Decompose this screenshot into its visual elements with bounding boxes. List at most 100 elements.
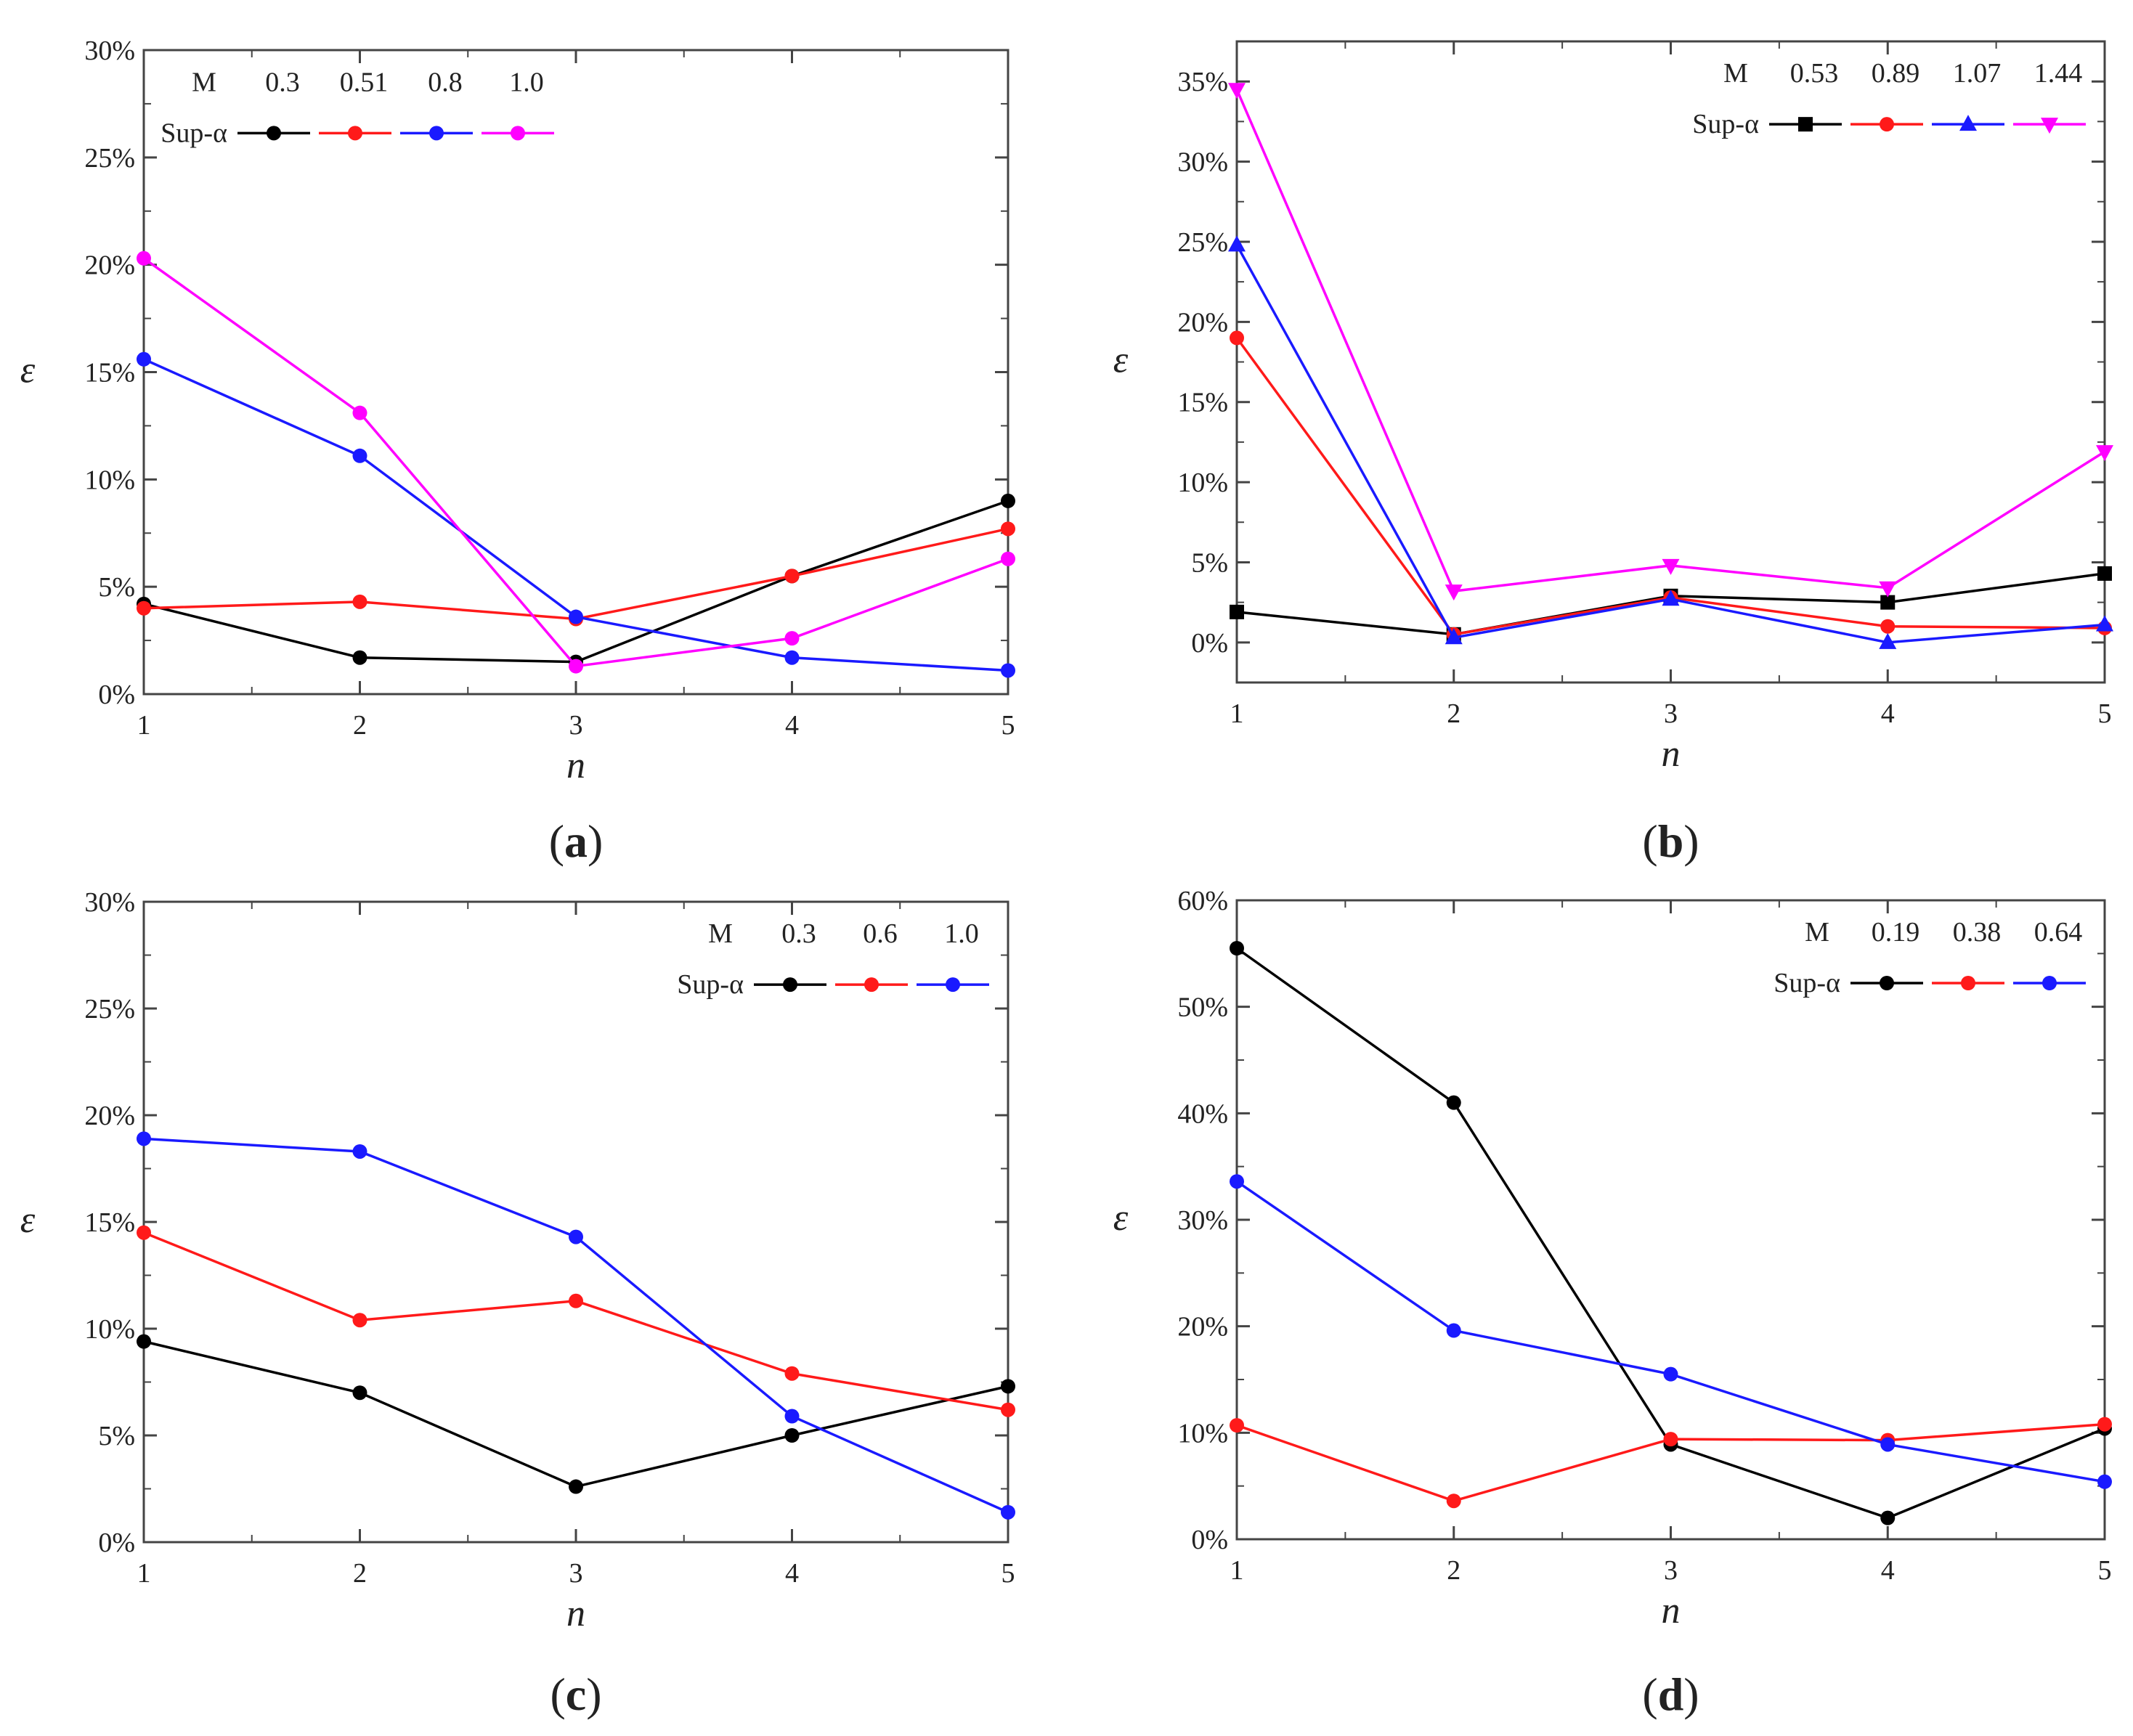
data-point	[1445, 584, 1463, 601]
x-tick-label: 4	[785, 710, 799, 741]
series-line	[143, 1137, 1009, 1514]
y-tick-label: 30%	[1177, 147, 1228, 178]
data-point	[784, 569, 800, 584]
panel-label-open: (	[549, 815, 564, 867]
panel-label-close: )	[586, 1668, 601, 1720]
series-0.3	[137, 1334, 1015, 1494]
series-line	[1235, 244, 2105, 644]
data-point	[137, 1334, 151, 1349]
data-point	[1001, 1379, 1015, 1394]
series-0.6	[137, 1225, 1015, 1417]
data-point	[1001, 551, 1015, 566]
legend-marker	[348, 126, 362, 141]
panel-label-letter: c	[566, 1668, 586, 1720]
data-point	[784, 1366, 800, 1381]
y-axis-title: ε	[1113, 340, 1129, 381]
legend-entry-label: 0.3	[781, 918, 816, 949]
x-tick-label: 3	[569, 1558, 583, 1589]
legend-marker	[2041, 118, 2058, 134]
panel-label-letter: a	[564, 815, 588, 867]
y-tick-label: 10%	[1177, 468, 1228, 498]
legend-row-label: Sup-α	[161, 118, 227, 148]
y-tick-label: 30%	[1177, 1205, 1228, 1236]
x-axis-title: n	[566, 1593, 585, 1634]
data-point	[1662, 558, 1680, 575]
x-tick-label: 5	[1002, 1558, 1015, 1589]
legend-marker	[2042, 976, 2057, 990]
legend-entry-label: 1.0	[944, 918, 979, 949]
x-tick-label: 3	[1664, 698, 1678, 729]
plot-frame	[142, 900, 1009, 1544]
legend-marker	[1798, 117, 1813, 132]
data-point	[2097, 1474, 2112, 1489]
legend-row-label: Sup-α	[1774, 968, 1840, 998]
legend-entry-label: 0.19	[1872, 917, 1920, 948]
series-1.0	[137, 1131, 1015, 1520]
panel-label-open: (	[1642, 1668, 1657, 1720]
y-tick-label: 5%	[98, 1421, 135, 1451]
y-tick-label: 20%	[84, 250, 135, 281]
data-point	[2096, 445, 2113, 462]
data-point	[352, 594, 367, 609]
x-tick-label: 1	[1230, 698, 1244, 729]
y-axis-title: ε	[1113, 1197, 1129, 1239]
data-point	[784, 1428, 800, 1443]
x-tick-label: 2	[353, 710, 367, 741]
data-point	[784, 650, 800, 665]
data-point	[352, 1313, 367, 1328]
x-axis-title: n	[1662, 1590, 1681, 1631]
data-point	[1230, 604, 1244, 619]
series-1.07	[1228, 235, 2113, 649]
y-axis-title: ε	[20, 1199, 36, 1241]
data-point	[1230, 941, 1244, 955]
series-1.0	[137, 250, 1015, 674]
x-tick-label: 1	[137, 710, 151, 741]
data-point	[1663, 1432, 1678, 1447]
x-tick-label: 3	[569, 710, 583, 741]
x-tick-label: 5	[2098, 698, 2112, 729]
legend-entry-label: 0.8	[428, 67, 463, 97]
y-tick-label: 0%	[1191, 628, 1228, 659]
legend-entry-label: 0.64	[2034, 917, 2083, 948]
y-tick-label: 5%	[98, 572, 135, 603]
legend-row-label: Sup-α	[677, 969, 744, 1000]
x-axis-title: n	[566, 745, 585, 786]
data-point	[569, 609, 583, 624]
y-tick-label: 40%	[1177, 1099, 1228, 1129]
y-tick-label: 10%	[84, 1314, 135, 1345]
series-0.3	[137, 493, 1015, 669]
y-tick-label: 25%	[84, 143, 135, 174]
legend: M Sup-α 0.3 0.6 1.0	[677, 918, 989, 1000]
panel-label-close: )	[1683, 1668, 1699, 1720]
x-tick-label: 4	[1881, 698, 1895, 729]
legend: M Sup-α 0.3 0.51 0.8 1.0	[161, 67, 554, 148]
data-point	[137, 600, 151, 616]
data-point	[137, 250, 151, 266]
y-tick-label: 20%	[1177, 307, 1228, 338]
legend-header: M	[192, 67, 216, 97]
panel-label-open: (	[550, 1668, 565, 1720]
x-tick-label: 2	[1447, 1555, 1460, 1586]
x-tick-label: 3	[1664, 1555, 1678, 1586]
legend-entry-label: 0.3	[265, 67, 300, 97]
legend-marker	[267, 126, 281, 141]
x-tick-label: 1	[1230, 1555, 1244, 1586]
legend-marker	[864, 977, 879, 993]
y-tick-label: 10%	[84, 465, 135, 495]
data-point	[1446, 1095, 1461, 1110]
data-point	[1879, 632, 1897, 649]
data-point	[1446, 1323, 1461, 1338]
legend-marker	[946, 977, 960, 993]
data-point	[352, 650, 367, 665]
data-point	[1228, 83, 1246, 99]
y-tick-label: 50%	[1177, 993, 1228, 1023]
y-tick-label: 10%	[1177, 1418, 1228, 1448]
legend-entry-label: 0.89	[1872, 58, 1920, 89]
data-point	[1880, 1510, 1896, 1525]
data-point	[1001, 1504, 1015, 1520]
data-point	[1230, 1418, 1244, 1433]
legend-entry-label: 1.07	[1953, 58, 2002, 89]
legend-header: M	[1805, 917, 1829, 948]
